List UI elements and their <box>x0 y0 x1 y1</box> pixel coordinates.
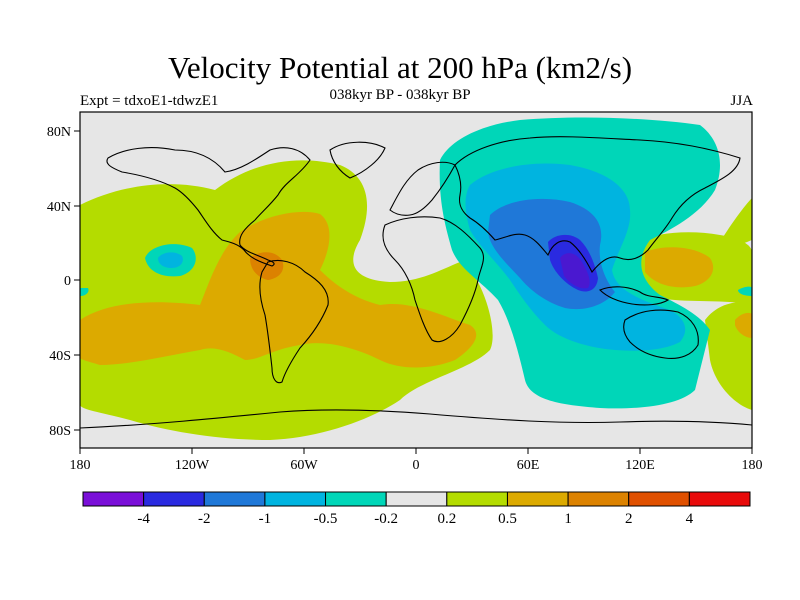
contour-pos-05-americas <box>80 211 477 368</box>
colorbar-label-6: 0.5 <box>498 511 517 527</box>
coast-maritime-se-asia <box>599 286 670 306</box>
coast-antarctica <box>80 409 752 429</box>
colorbar-label-2: -1 <box>259 511 272 527</box>
colorbar-swatch-0 <box>82 491 145 507</box>
colorbar-swatch-5 <box>385 491 448 507</box>
coast-greenland <box>329 141 386 179</box>
xtick-label-120w: 120W <box>175 458 210 473</box>
contour-neg-4-asia <box>560 253 590 289</box>
colorbar-label-9: 4 <box>686 511 694 527</box>
colorbar-label-1: -2 <box>198 511 211 527</box>
xtick-label-180e: 180 <box>742 458 763 473</box>
colorbar-label-0: -4 <box>137 511 150 527</box>
colorbar-label-8: 2 <box>625 511 633 527</box>
colorbar-swatch-2 <box>203 491 266 507</box>
contour-pos-1-americas <box>250 252 284 280</box>
colorbar-swatch-9 <box>628 491 690 507</box>
colorbar-label-4: -0.2 <box>374 511 398 527</box>
x-axis-ticks <box>79 448 753 454</box>
colorbar-labels: -4 -2 -1 -0.5 -0.2 0.2 0.5 1 2 4 <box>137 511 693 527</box>
season-label: JJA <box>730 93 753 109</box>
coast-north-america <box>106 147 311 267</box>
xtick-label-120e: 120E <box>625 458 655 473</box>
coast-africa <box>382 216 484 343</box>
chart-title: Velocity Potential at 200 hPa (km2/s) <box>167 50 633 85</box>
contour-pos-05-wpacific <box>645 247 714 288</box>
colorbar-swatch-10 <box>688 491 751 507</box>
ytick-label-0: 0 <box>64 274 71 289</box>
colorbar-swatch-3 <box>264 491 327 507</box>
coast-eurasia <box>454 136 741 274</box>
ytick-label-80n: 80N <box>47 125 71 140</box>
colorbar-swatch-1 <box>143 491 205 507</box>
chart-subtitle: 038kyr BP - 038kyr BP <box>329 87 471 103</box>
coast-australia <box>623 309 699 359</box>
contour-neg-02-edge <box>738 286 752 296</box>
colorbar-label-5: 0.2 <box>437 511 456 527</box>
contour-pos-05-east <box>735 312 752 338</box>
colorbar-label-7: 1 <box>564 511 572 527</box>
contour-fill-layer <box>80 112 752 448</box>
coast-south-america <box>259 259 329 384</box>
colorbar-swatch-4 <box>325 491 387 507</box>
xtick-label-0: 0 <box>413 458 420 473</box>
colorbar-swatch-6 <box>446 491 508 507</box>
y-axis-ticks <box>74 130 80 431</box>
contour-neg-05-caribbean <box>158 252 183 268</box>
contour-pos-02-east <box>715 198 752 250</box>
ytick-label-40n: 40N <box>47 200 71 215</box>
colorbar <box>82 491 751 507</box>
xtick-label-180w: 180 <box>70 458 91 473</box>
experiment-label: Expt = tdxoE1-tdwzE1 <box>80 93 219 109</box>
xtick-label-60w: 60W <box>290 458 318 473</box>
coastline-layer <box>80 136 752 429</box>
colorbar-label-3: -0.5 <box>314 511 338 527</box>
ytick-label-80s: 80S <box>49 424 71 439</box>
xtick-label-60e: 60E <box>517 458 540 473</box>
colorbar-swatch-7 <box>506 491 569 507</box>
colorbar-swatch-8 <box>567 491 630 507</box>
contour-neg-02-west-edge <box>80 288 89 296</box>
ytick-label-40s: 40S <box>49 349 71 364</box>
coast-europe <box>389 161 456 216</box>
